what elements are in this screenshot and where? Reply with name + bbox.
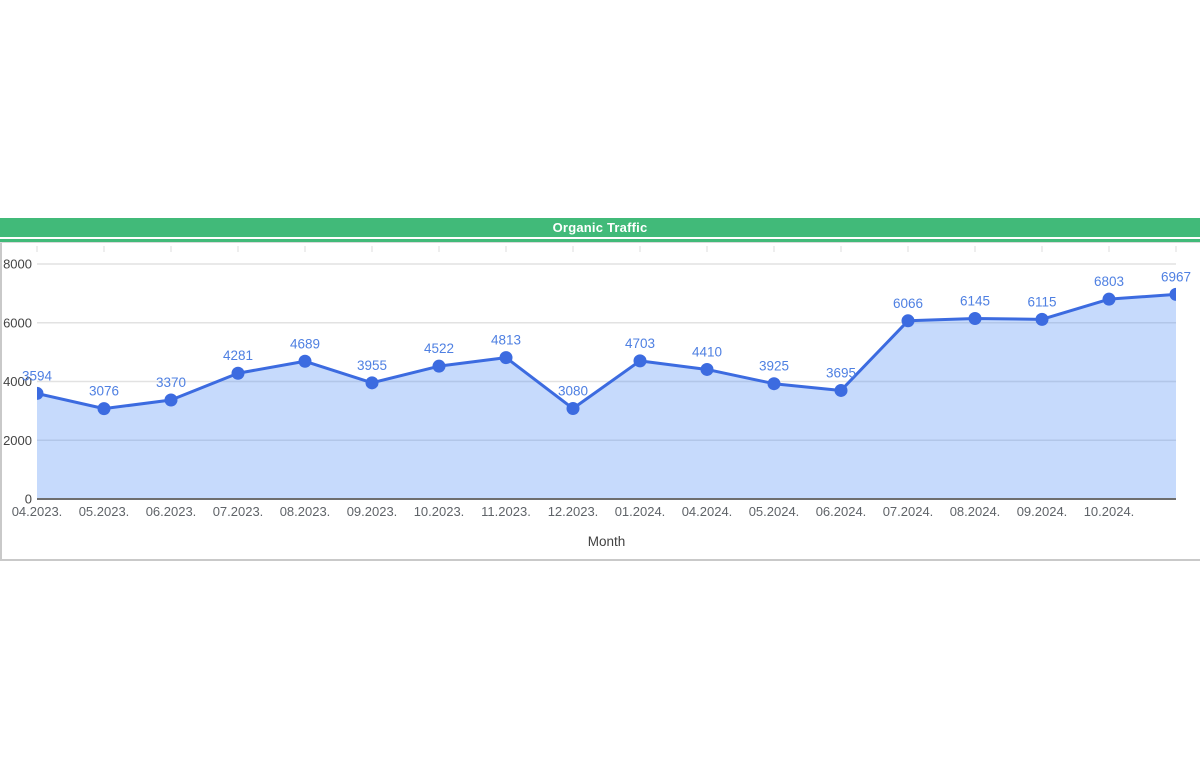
data-point	[1169, 287, 1176, 301]
data-point	[1035, 312, 1049, 326]
x-axis-title: Month	[587, 534, 626, 549]
x-axis-tick-labels: 04.2023. 05.2023. 06.2023. 07.2023. 08.2023.…	[12, 504, 1135, 519]
y-axis-tick-label: 6000	[3, 315, 32, 330]
x-axis-tick-label: 10.2024.	[1084, 504, 1135, 519]
trend-line	[37, 292, 1176, 411]
data-point	[298, 354, 312, 368]
data-point	[164, 393, 178, 407]
series-organic-traffic	[37, 287, 1176, 500]
gridlines: 0 2000 4000 6000 8000	[3, 257, 1176, 507]
data-point-labels: 3594 3076 3370 4281 4689 3955 4522 4813 3080 4703…	[22, 269, 1191, 398]
data-point-label: 4689	[290, 336, 320, 351]
data-point	[767, 377, 781, 391]
data-point	[37, 386, 44, 400]
data-point-label: 6066	[893, 296, 923, 311]
chart-header-strip	[0, 239, 1200, 243]
area-fill	[37, 294, 1176, 499]
x-axis-tick-label: 07.2024.	[883, 504, 934, 519]
x-axis-tick-label: 04.2024.	[682, 504, 733, 519]
chart-canvas: 0 2000 4000 6000 8000 3594 3076 3370 4281 4689 395…	[3, 246, 1191, 519]
top-category-ticks	[36, 246, 1177, 252]
data-point	[1102, 292, 1116, 306]
data-point-label: 4522	[424, 341, 454, 356]
data-point	[968, 311, 982, 325]
data-point	[700, 362, 714, 376]
x-axis-tick-label: 08.2023.	[280, 504, 331, 519]
data-point-label: 6967	[1161, 269, 1191, 284]
x-axis-tick-label: 06.2023.	[146, 504, 197, 519]
y-axis-tick-label: 8000	[3, 257, 32, 272]
data-point	[499, 351, 513, 365]
data-point	[834, 383, 848, 397]
data-point	[97, 402, 111, 416]
data-point-label: 6115	[1027, 294, 1056, 309]
x-axis-tick-label: 01.2024.	[615, 504, 666, 519]
chart-header: Organic Traffic	[0, 218, 1200, 237]
organic-traffic-chart[interactable]: Organic Traffic 0 2000 4000 6000 8000 3594 307…	[0, 218, 1200, 561]
x-axis-tick-label: 06.2024.	[816, 504, 867, 519]
chart-body: 0 2000 4000 6000 8000 3594 3076 3370 4281 4689 395…	[0, 243, 1200, 561]
data-point-label: 3080	[558, 384, 588, 399]
x-axis-tick-label: 09.2024.	[1017, 504, 1068, 519]
x-axis-tick-label: 10.2023.	[414, 504, 465, 519]
data-point-label: 6145	[960, 293, 990, 308]
data-point-label: 3370	[156, 375, 186, 390]
data-point	[566, 402, 580, 416]
y-axis-tick-label: 0	[25, 492, 32, 507]
x-axis-tick-label: 07.2023.	[213, 504, 264, 519]
x-axis-tick-label: 12.2023.	[548, 504, 599, 519]
data-point	[633, 354, 647, 368]
chart-header-divider	[0, 237, 1200, 239]
y-axis-tick-label: 2000	[3, 433, 32, 448]
x-axis-tick-label: 11.2023.	[481, 504, 531, 519]
x-axis-tick-label: 09.2023.	[347, 504, 398, 519]
data-point	[365, 376, 379, 390]
data-point	[231, 366, 245, 380]
x-axis-tick-label: 05.2024.	[749, 504, 800, 519]
data-point-label: 3076	[89, 384, 119, 399]
data-point-label: 4703	[625, 336, 655, 351]
data-point	[432, 359, 446, 373]
x-axis-tick-label: 04.2023.	[12, 504, 63, 519]
data-point-label: 3955	[357, 358, 387, 373]
data-point-label: 3925	[759, 359, 789, 374]
x-axis-tick-label: 08.2024.	[950, 504, 1001, 519]
data-point-label: 3695	[826, 365, 856, 380]
x-axis-tick-label: 05.2023.	[79, 504, 130, 519]
data-point-label: 4281	[223, 348, 253, 363]
y-axis-tick-label: 4000	[3, 374, 32, 389]
data-point-label: 6803	[1094, 274, 1124, 289]
chart-title: Organic Traffic	[552, 220, 648, 235]
data-point-label: 4410	[692, 344, 722, 359]
data-point	[901, 314, 915, 328]
data-point-label: 3594	[22, 368, 53, 383]
data-point-label: 4813	[491, 333, 521, 348]
